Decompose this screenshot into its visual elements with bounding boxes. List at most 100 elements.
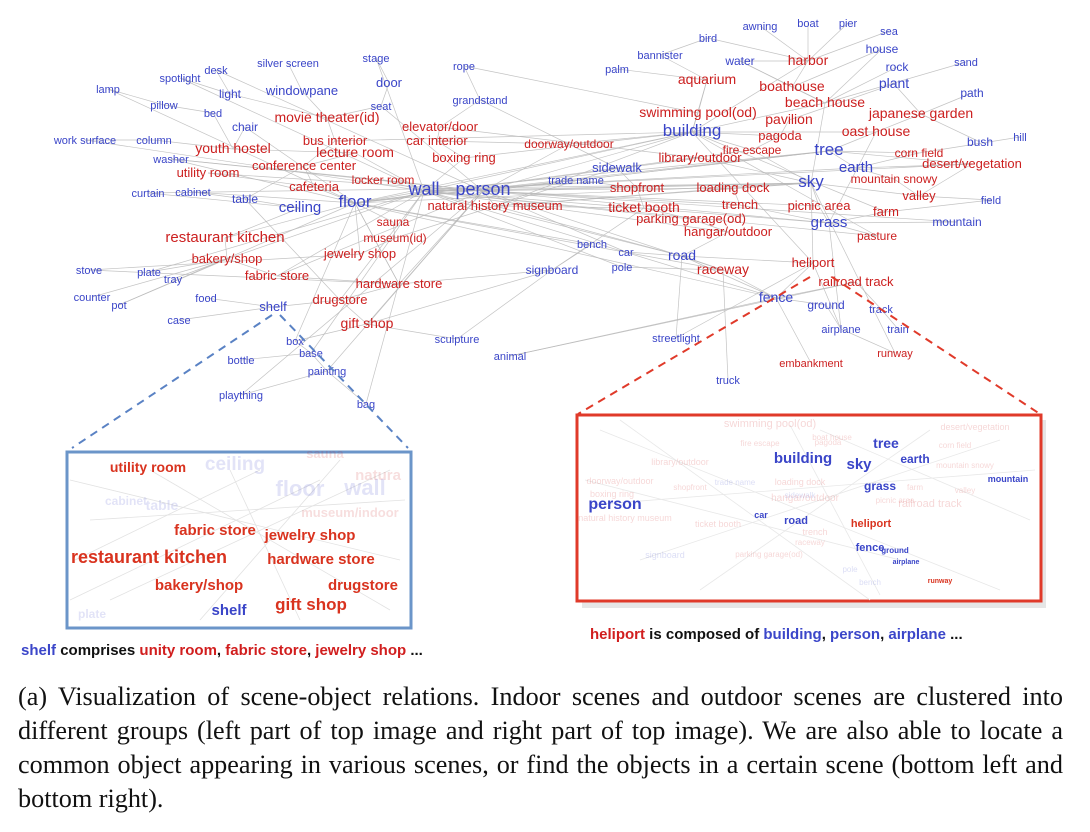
caption-item: jewelry shop — [315, 642, 407, 659]
zoom-faded-hangar-outdoor: hangar/outdoor — [771, 493, 840, 504]
graph-edge — [240, 352, 312, 361]
graph-node-counter: counter — [74, 292, 111, 304]
graph-edge — [354, 150, 830, 204]
graph-edge — [244, 198, 301, 209]
zoom-edge — [789, 424, 881, 596]
graph-edge — [148, 190, 425, 273]
graph-edge — [791, 48, 883, 88]
zoom-faded-trade-name: trade name — [715, 478, 756, 487]
graph-node-parking-garage-od: parking garage(od) — [636, 211, 746, 226]
graph-edge — [240, 190, 484, 396]
graph-edge — [244, 126, 356, 204]
graph-node-boxing-ring: boxing ring — [432, 150, 496, 165]
zoom-label-restaurant-kitchen: restaurant kitchen — [71, 547, 227, 567]
caption-subject: heliport — [590, 626, 645, 643]
zoom-faded-plate: plate — [78, 607, 106, 621]
graph-edge — [229, 93, 328, 119]
graph-edge — [215, 69, 231, 95]
graph-node-picnic-area: picnic area — [788, 198, 852, 213]
graph-edge — [482, 190, 958, 223]
graph-node-bannister: bannister — [637, 50, 683, 62]
zoom-label-bakery-shop: bakery/shop — [155, 577, 243, 594]
graph-node-boat: boat — [797, 18, 818, 30]
graph-node-silver-screen: silver screen — [257, 58, 319, 70]
graph-edge — [681, 255, 777, 299]
caption-ellipsis: ... — [950, 626, 963, 643]
graph-node-pillow: pillow — [150, 100, 178, 112]
graph-edge — [722, 269, 777, 299]
graph-edge — [354, 202, 593, 245]
caption-item: person — [830, 626, 881, 643]
graph-edge — [179, 77, 425, 192]
graph-edge — [354, 149, 753, 204]
graph-edge — [482, 190, 741, 206]
graph-edge — [423, 190, 830, 224]
graph-edge — [232, 126, 246, 150]
graph-node-earth: earth — [839, 159, 873, 176]
graph-node-cabinet: cabinet — [175, 187, 210, 199]
graph-node-shopfront: shopfront — [610, 180, 665, 195]
graph-edge — [224, 237, 228, 260]
graph-edge — [423, 167, 857, 192]
zoom-label-runway: runway — [928, 578, 953, 585]
graph-node-car: car — [618, 247, 634, 259]
graph-node-plaything: plaything — [219, 390, 263, 402]
zoom-faded-ceiling: ceiling — [205, 454, 265, 475]
graph-edge — [828, 211, 887, 224]
graph-edge — [824, 61, 967, 104]
right-zoom-caption: heliport is composed of building, person… — [590, 626, 963, 643]
graph-edge — [509, 297, 777, 357]
zoom-label-fabric-store: fabric store — [174, 522, 256, 539]
graph-edge — [810, 102, 826, 184]
graph-edge — [675, 255, 683, 339]
right-zoom-connector — [577, 276, 811, 415]
graph-node-house: house — [866, 42, 899, 56]
graph-node-windowpane: windowpane — [265, 83, 338, 98]
graph-node-animal: animal — [494, 351, 526, 363]
zoom-edge — [819, 429, 1031, 521]
zoom-label-tree: tree — [873, 435, 899, 451]
graph-edge — [788, 83, 895, 121]
graph-edge — [855, 152, 920, 169]
zoom-faded-swimming-pool-od: swimming pool(od) — [724, 418, 816, 430]
graph-node-bus-interior: bus interior — [303, 133, 368, 148]
graph-edge — [354, 182, 812, 204]
graph-edge — [828, 222, 842, 330]
graph-node-sculpture: sculpture — [435, 334, 480, 346]
graph-edge — [436, 140, 570, 145]
graph-edge — [354, 131, 693, 204]
graph-edge — [334, 131, 693, 142]
graph-edge — [240, 370, 328, 396]
graph-edge — [84, 139, 425, 192]
zoom-edge — [699, 429, 931, 591]
graph-edge — [691, 131, 878, 237]
graph-node-youth-hostel: youth hostel — [195, 140, 271, 156]
zoom-label-car: car — [754, 510, 768, 520]
graph-edge — [810, 182, 920, 197]
graph-node-hardware-store: hardware store — [356, 276, 443, 291]
graph-node-plate: plate — [137, 267, 161, 279]
zoom-label-mountain: mountain — [988, 474, 1029, 484]
graph-edge — [621, 266, 724, 271]
graph-edge — [107, 88, 356, 204]
left-zoom-edges — [69, 459, 406, 621]
graph-edge — [828, 222, 878, 237]
left-zoom-caption: shelf comprises unity room, fabric store… — [21, 642, 423, 659]
caption-item: building — [763, 626, 822, 643]
graph-edge — [398, 190, 484, 285]
graph-node-box: box — [286, 336, 304, 348]
graph-edge — [148, 258, 228, 273]
graph-node-bakery-shop: bakery/shop — [192, 251, 263, 266]
caption-verb: is composed of — [649, 626, 760, 643]
left-zoom-connector — [71, 314, 273, 449]
graph-node-rope: rope — [453, 61, 475, 73]
graph-edge — [365, 190, 425, 405]
graph-edge — [224, 202, 356, 239]
zoom-faded-bench: bench — [859, 578, 881, 587]
right-zoom-faded-labels: swimming pool(od) boat house desert/vegeta… — [578, 418, 1009, 587]
zoom-faded-pole: pole — [842, 565, 858, 574]
zoom-edge — [74, 469, 261, 561]
zoom-faded-loading-dock: loading dock — [775, 477, 826, 487]
zoom-edge — [69, 479, 321, 601]
